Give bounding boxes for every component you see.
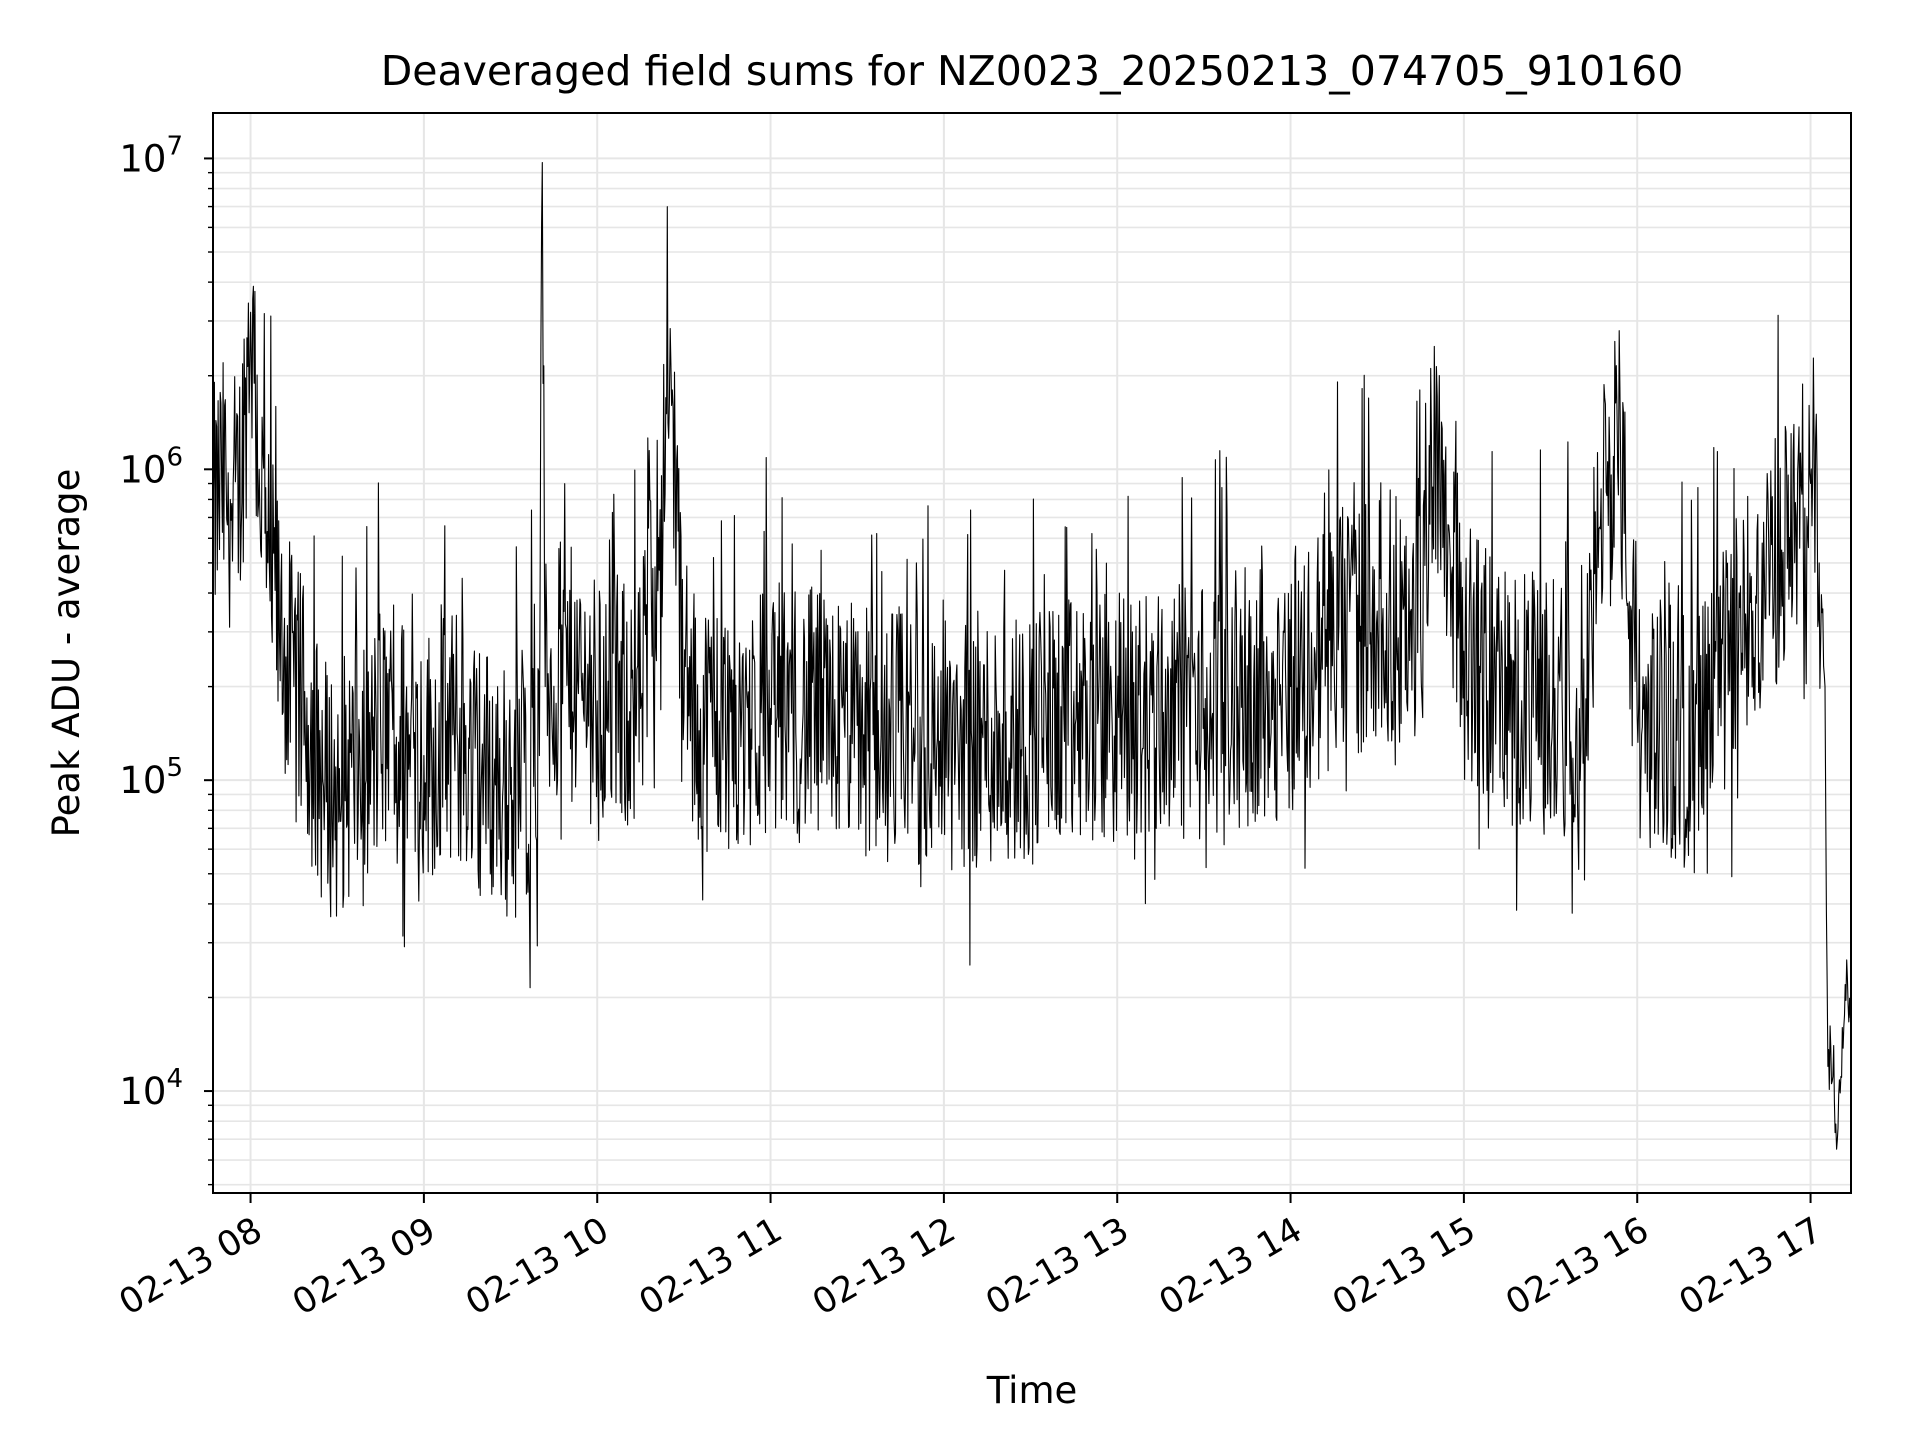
series-layer xyxy=(213,161,1851,1150)
y-tick-label: 107 xyxy=(119,131,183,180)
y-tick-label: 104 xyxy=(119,1064,183,1113)
x-axis-label: Time xyxy=(986,1369,1078,1412)
chart-title: Deaveraged field sums for NZ0023_2025021… xyxy=(381,47,1684,95)
series-line xyxy=(213,161,1851,1150)
plot-frame xyxy=(212,112,1852,1194)
y-tick-label: 106 xyxy=(119,442,183,491)
y-axis: 104 105 106 107 xyxy=(119,131,213,1186)
y-axis-label: Peak ADU - average xyxy=(45,469,88,838)
y-tick-label: 105 xyxy=(119,753,183,802)
